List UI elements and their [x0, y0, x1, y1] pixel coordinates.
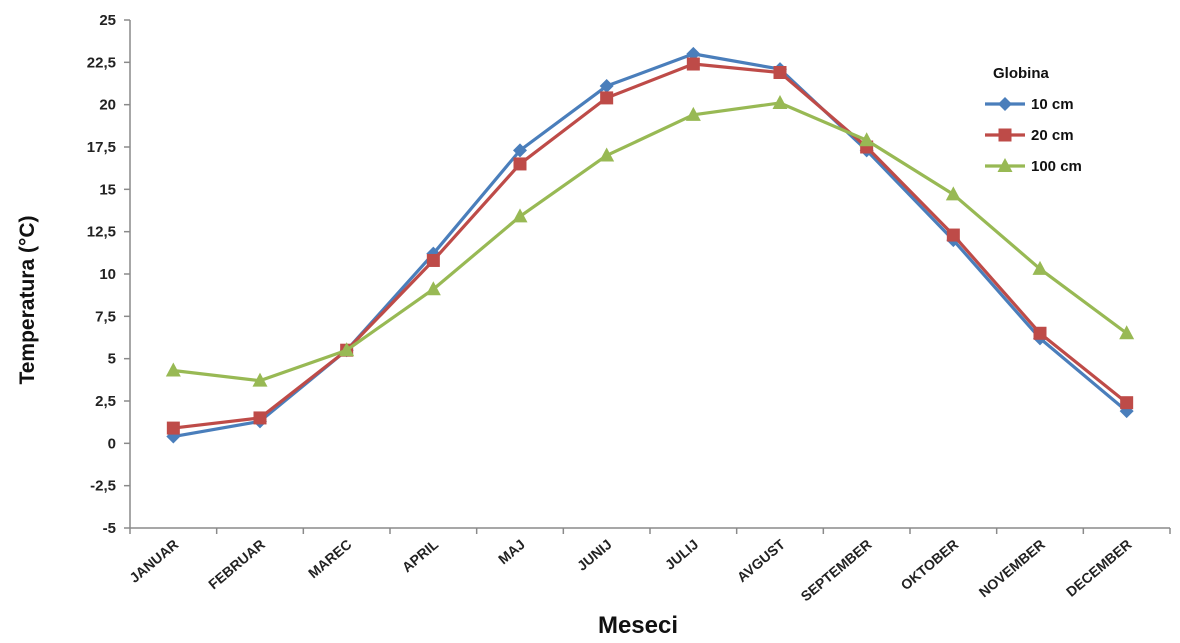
- series-line: [173, 62, 1128, 430]
- series-line: [173, 52, 1128, 439]
- data-point: [252, 372, 268, 387]
- data-point: [946, 228, 960, 242]
- legend: Globina 10 cm 20 cm 100 cm: [985, 65, 1082, 175]
- y-tick-label: 0: [108, 435, 116, 452]
- data-point: [1033, 326, 1047, 340]
- x-tick-label: AVGUST: [734, 536, 789, 585]
- y-tick-label: -5: [103, 520, 116, 537]
- legend-item: 10 cm: [985, 96, 1074, 113]
- y-tick-label: 2,5: [95, 393, 116, 410]
- data-point: [686, 46, 701, 61]
- series-layer: [165, 46, 1135, 444]
- x-tick-label: OKTOBER: [898, 536, 962, 593]
- legend-label: 100 cm: [1031, 158, 1082, 175]
- data-point: [599, 147, 615, 162]
- series-line: [173, 101, 1128, 383]
- data-point: [998, 128, 1012, 142]
- data-point: [599, 79, 614, 94]
- y-tick-label: 20: [99, 97, 116, 114]
- x-tick-label: JUNIJ: [574, 536, 615, 574]
- data-point: [773, 65, 787, 79]
- x-tick-label: JULIJ: [662, 536, 701, 573]
- series-10-cm: [166, 46, 1134, 444]
- x-tick-label: APRIL: [399, 536, 442, 576]
- x-tick-label: SEPTEMBER: [798, 536, 875, 604]
- y-tick-label: 17,5: [87, 139, 116, 156]
- x-tick-label: MAJ: [495, 536, 528, 567]
- data-point: [945, 186, 961, 201]
- x-tick-label: MAREC: [305, 536, 355, 581]
- data-point: [425, 281, 441, 296]
- data-point: [1119, 325, 1135, 340]
- data-point: [686, 57, 700, 71]
- data-point: [166, 421, 180, 435]
- data-point: [426, 253, 440, 267]
- data-point: [165, 362, 181, 377]
- data-point: [600, 91, 614, 105]
- data-point: [685, 106, 701, 121]
- legend-label: 20 cm: [1031, 127, 1074, 144]
- data-point: [997, 158, 1013, 172]
- y-tick-label: 12,5: [87, 224, 116, 241]
- data-point: [512, 208, 528, 223]
- y-tick-label: 22,5: [87, 54, 116, 71]
- series-20-cm: [166, 57, 1134, 435]
- data-point: [859, 132, 875, 147]
- data-point: [339, 342, 355, 357]
- x-tick-label: NOVEMBER: [976, 536, 1048, 600]
- x-tick-label: FEBRUAR: [205, 536, 268, 592]
- legend-label: 10 cm: [1031, 96, 1074, 113]
- legend-item: 20 cm: [985, 127, 1074, 144]
- x-tick-label: JANUAR: [126, 536, 181, 586]
- x-axis-title: Meseci: [598, 612, 678, 638]
- data-point: [1120, 396, 1134, 410]
- data-point: [772, 94, 788, 109]
- y-axis-title: Temperatura (°C): [16, 215, 39, 384]
- y-tick-label: 10: [99, 266, 116, 283]
- data-point: [998, 97, 1012, 111]
- y-tick-label: 15: [99, 181, 116, 198]
- y-tick-label: 7,5: [95, 308, 116, 325]
- x-tick-label: DECEMBER: [1063, 536, 1135, 600]
- y-tick-label: 25: [99, 12, 116, 29]
- series-100-cm: [165, 94, 1135, 387]
- data-point: [1032, 260, 1048, 275]
- y-tick-label: 5: [108, 351, 116, 368]
- legend-title: Globina: [993, 65, 1049, 82]
- data-point: [253, 411, 267, 425]
- data-point: [513, 157, 527, 171]
- legend-item: 100 cm: [985, 158, 1082, 175]
- y-tick-label: -2,5: [90, 478, 116, 495]
- data-point: [513, 143, 527, 158]
